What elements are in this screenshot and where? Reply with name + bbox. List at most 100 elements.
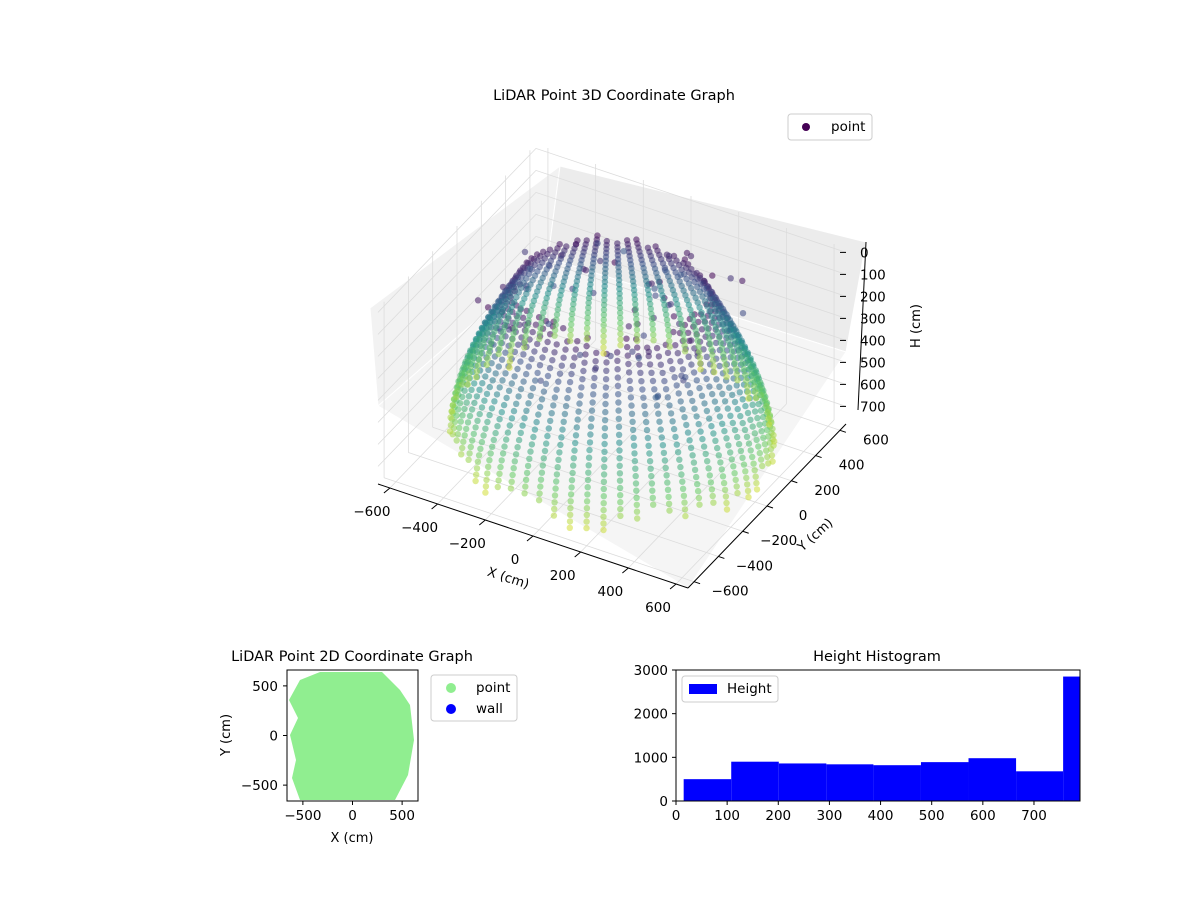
scatter-point-3d (560, 418, 567, 425)
grid-floor-y-line (456, 401, 768, 507)
scatter-point-3d (521, 338, 529, 346)
scatter-point-3d (556, 449, 563, 456)
scatter-point-3d (762, 396, 769, 404)
x-tick-label-hist: 700 (1021, 808, 1047, 824)
scatter-point-3d (632, 472, 639, 480)
scatter-point-3d (503, 436, 510, 443)
scatter-point-3d (736, 389, 743, 396)
scatter-point-3d (501, 443, 508, 450)
scatter-point-3d (529, 385, 537, 392)
chart-3d-title: LiDAR Point 3D Coordinate Graph (493, 88, 735, 104)
scatter-point-3d (506, 293, 514, 300)
scatter-point-3d (632, 480, 640, 487)
scatter-point-3d (521, 344, 528, 351)
scatter-point-3d (721, 326, 728, 334)
scatter-point-3d (617, 342, 624, 349)
scatter-point-3d (561, 410, 569, 418)
scatter-point-3d (735, 349, 743, 356)
scatter-point-3d (566, 524, 573, 531)
scatter-point-3d (740, 365, 748, 373)
scatter-point-3d (567, 326, 574, 333)
scatter-point-3d (570, 455, 577, 462)
scatter-point-3d (473, 471, 480, 478)
scatter-point-3d (704, 458, 711, 465)
scatter-point-3d (650, 501, 657, 508)
scatter-point-3d (616, 462, 623, 469)
scatter-point-3d (680, 331, 687, 338)
y-tick-label-3d: −600 (712, 584, 749, 600)
scatter-point-3d (460, 438, 467, 445)
scatter-point-3d (695, 420, 702, 428)
scatter-point-3d (508, 415, 516, 422)
scatter-point-3d (476, 386, 483, 393)
scatter-point-3d (491, 398, 498, 405)
scatter-point-3d (637, 369, 644, 376)
scatter-point-3d (587, 431, 594, 438)
scatter-point-3d (510, 330, 517, 337)
scatter-point-3d (578, 384, 585, 391)
scatter-point-3d (673, 441, 680, 448)
scatter-point-3d (486, 411, 493, 419)
scatter-point-3d (617, 505, 624, 513)
scatter-point-3d (745, 440, 753, 447)
scatter-point-3d (513, 400, 520, 407)
scatter-point-3d (709, 272, 716, 279)
scatter-point-3d (583, 342, 590, 350)
scatter-point-3d (666, 402, 673, 409)
scatter-point-3d (751, 408, 759, 415)
scatter-point-3d (763, 447, 770, 454)
scatter-point-3d (769, 425, 776, 433)
y-tick-label-hist: 3000 (634, 663, 668, 679)
scatter-point-3d (670, 425, 678, 433)
scatter-point-3d (602, 376, 610, 383)
scatter-point-3d (681, 342, 688, 349)
scatter-point-3d (600, 311, 608, 318)
scatter-point-3d (501, 323, 508, 331)
scatter-point-3d (688, 274, 696, 281)
scatter-point-3d (665, 332, 673, 339)
scatter-point-3d (568, 484, 575, 491)
x-ticks-3d: −600 −400 −200 0 200 400 600 (353, 487, 677, 616)
scatter-point-3d (664, 479, 671, 486)
scatter-point-3d (553, 316, 560, 323)
scatter-point-3d (504, 429, 512, 436)
histogram-bar (826, 764, 874, 801)
x-tick-label-3d: −600 (353, 504, 390, 520)
scatter-point-3d (521, 490, 528, 497)
scatter-point-3d (499, 377, 506, 384)
scatter-point-3d (769, 458, 776, 465)
scatter-point-3d (709, 357, 717, 364)
scatter-point-3d (672, 296, 679, 303)
scatter-point-3d (507, 352, 514, 360)
scatter-point-3d (484, 304, 492, 311)
scatter-point-3d (550, 402, 557, 409)
scatter-point-3d (530, 433, 537, 441)
scatter-point-3d (634, 344, 641, 351)
scatter-point-3d (503, 318, 510, 325)
legend-2d-point-label: point (476, 680, 510, 696)
scatter-point-3d (583, 524, 590, 532)
scatter-point-3d (499, 307, 506, 315)
scatter-point-3d (510, 407, 518, 415)
scatter-point-3d (478, 345, 485, 352)
scatter-point-3d (744, 389, 752, 396)
scatter-point-3d (716, 362, 723, 370)
scatter-point-3d (645, 442, 652, 449)
scatter-point-3d (508, 303, 516, 310)
scatter-point-3d (600, 332, 607, 340)
scatter-point-3d (655, 353, 663, 360)
scatter-point-3d (648, 310, 655, 318)
scatter-point-3d (716, 334, 723, 341)
scatter-point-3d (534, 369, 541, 377)
scatter-point-3d (570, 296, 578, 303)
scatter-point-3d (562, 346, 569, 353)
scatter-point-3d (709, 351, 716, 359)
scatter-point-3d (474, 297, 482, 304)
scatter-point-3d (708, 346, 715, 353)
scatter-point-3d (566, 378, 574, 386)
x-axis-label: X (cm) (485, 565, 531, 593)
scatter-point-3d (685, 353, 692, 360)
scatter-point-3d (742, 468, 749, 475)
scatter-point-3d (684, 429, 692, 436)
scatter-point-3d (507, 485, 515, 492)
